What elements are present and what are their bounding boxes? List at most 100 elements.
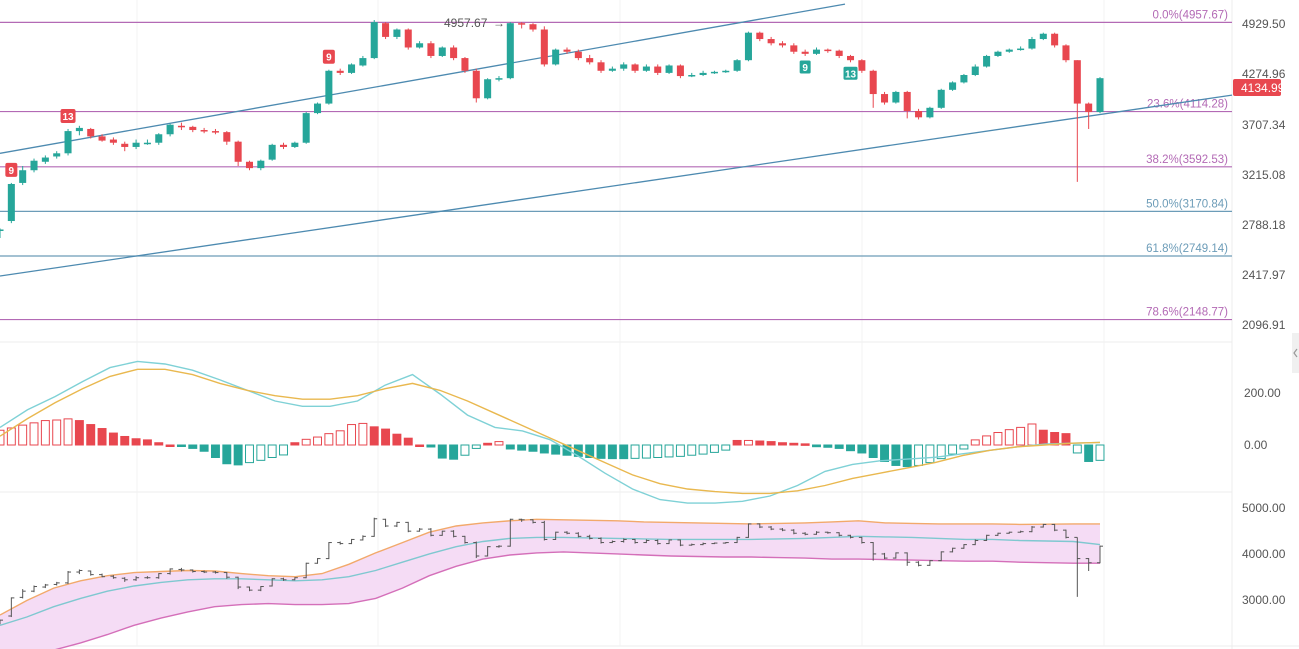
candle	[983, 54, 991, 68]
macd-bar	[812, 444, 821, 448]
macd-bar	[449, 444, 459, 460]
macd-bar	[483, 442, 493, 446]
candle	[597, 60, 605, 73]
candle-body	[166, 124, 174, 135]
candle-body	[665, 65, 673, 73]
ohlc-bar	[189, 569, 196, 573]
macd-bar	[607, 444, 617, 460]
candle-body	[937, 89, 945, 108]
ohlc-bar	[847, 534, 854, 539]
macd-bar	[176, 444, 186, 447]
macd-bar	[0, 429, 5, 446]
candle	[121, 141, 129, 152]
candle-body	[472, 70, 480, 99]
last-price-tag: 4134.99	[1233, 79, 1285, 96]
ohlc-bar	[1051, 523, 1058, 532]
panel-collapse-handle[interactable]	[1292, 333, 1299, 373]
candle	[348, 63, 356, 74]
ohlc-bar	[1085, 558, 1092, 571]
macd-axis[interactable]: 200.00 0.00	[1244, 386, 1281, 452]
candle	[881, 91, 889, 105]
candle-body	[903, 91, 911, 111]
macd-bar	[460, 444, 470, 456]
ohlc-bar	[291, 577, 298, 581]
ohlc-bar	[223, 572, 230, 579]
candle	[869, 69, 877, 108]
candle	[915, 108, 923, 120]
macd-bar	[142, 439, 152, 446]
candle	[722, 69, 730, 73]
macd-dea-line	[0, 368, 1101, 495]
td-marker-label: 9	[9, 166, 15, 177]
macd-bar	[188, 444, 198, 449]
candle-body	[359, 58, 367, 66]
candle-body	[722, 70, 730, 73]
fib-level-label: 0.0%(4957.67)	[1153, 9, 1229, 21]
candle-body	[790, 45, 798, 52]
ohlc-bar	[393, 521, 400, 528]
candle	[382, 22, 390, 40]
ohlc-bar	[1040, 523, 1047, 528]
price-channel[interactable]	[0, 3, 1233, 277]
macd-bar	[210, 444, 220, 458]
macd-bar	[619, 444, 629, 460]
candle	[608, 66, 616, 72]
candlestick-series	[0, 19, 1104, 238]
macd-bar	[585, 444, 595, 458]
candle-body	[1005, 49, 1013, 52]
candle	[529, 23, 537, 32]
macd-bar	[324, 433, 334, 446]
ohlc-bar	[416, 528, 423, 532]
candle	[812, 47, 821, 55]
ohlc-bar	[201, 570, 208, 574]
candle	[744, 31, 752, 62]
td-marker: 13	[842, 65, 859, 81]
candle	[937, 88, 945, 109]
ohlc-bar	[42, 583, 49, 589]
candle	[631, 63, 639, 73]
bollinger-axis[interactable]: 5000.00 4000.00 3000.00	[1242, 501, 1286, 607]
price-tick: 2417.97	[1242, 268, 1286, 282]
candle	[268, 143, 276, 161]
candle-body	[404, 29, 412, 48]
fibonacci-retracement[interactable]: 0.0%(4957.67) 23.6%(4114.28) 38.2%(3592.53…	[0, 9, 1232, 321]
candle	[109, 137, 117, 145]
ohlc-bar	[110, 575, 117, 579]
macd-bar	[528, 444, 538, 452]
macd-bar	[335, 430, 345, 446]
macd-bar	[233, 444, 243, 466]
ohlc-bar	[598, 537, 605, 544]
candle-body	[450, 47, 458, 59]
macd-bar	[993, 432, 1003, 446]
price-axis[interactable]: 4929.50 4274.96 3707.34 3215.08 2788.18 …	[1242, 17, 1286, 332]
candle	[416, 41, 424, 49]
macd-bar	[108, 432, 118, 446]
macd-bar	[675, 444, 685, 457]
candle	[1051, 32, 1059, 48]
candle	[1096, 77, 1104, 114]
ohlc-bar	[325, 542, 332, 560]
candle-body	[631, 64, 639, 71]
candle	[359, 55, 367, 67]
candle	[393, 28, 401, 40]
ohlc-bar	[246, 586, 253, 592]
candle-body	[812, 49, 821, 54]
macd-bar	[936, 444, 946, 460]
candle	[518, 22, 526, 29]
candle	[325, 69, 333, 105]
candle	[1005, 48, 1013, 53]
ohlc-bar	[994, 532, 1001, 536]
candle	[472, 68, 480, 103]
macd-bar	[358, 422, 368, 446]
candle-body	[223, 132, 231, 142]
macd-bar	[97, 428, 107, 446]
ohlc-bar	[802, 532, 809, 536]
macd-bar	[687, 444, 697, 456]
macd-bar	[721, 444, 731, 451]
macd-bar	[1084, 444, 1094, 462]
macd-bar	[40, 420, 50, 446]
candle-body	[211, 131, 219, 133]
ohlc-bar	[280, 577, 287, 581]
candle	[404, 28, 412, 50]
